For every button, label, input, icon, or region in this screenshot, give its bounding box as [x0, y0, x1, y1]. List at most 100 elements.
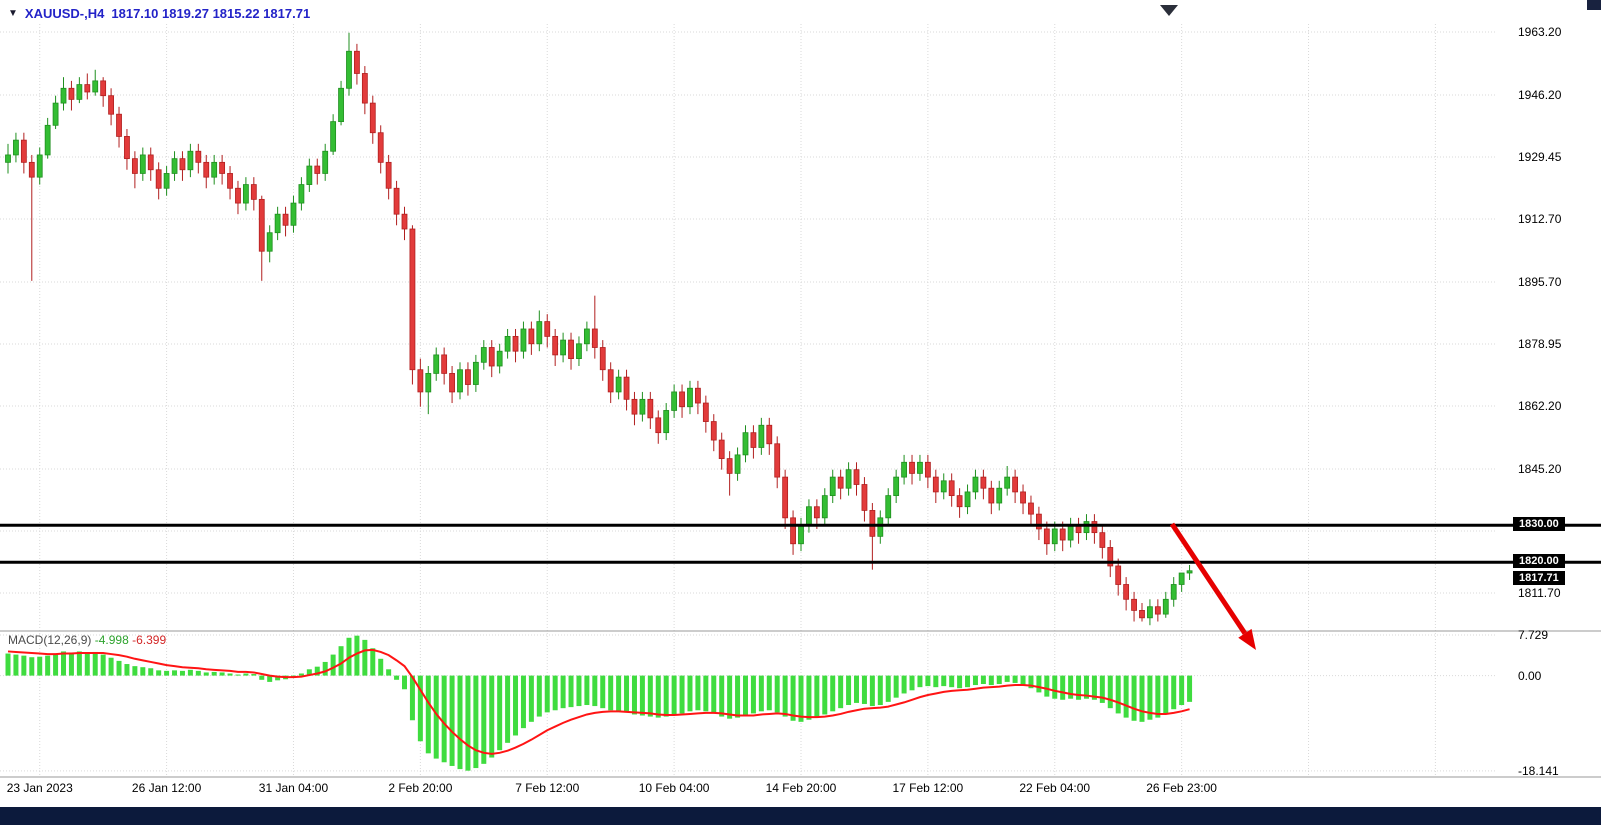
macd-bar: [251, 674, 257, 676]
macd-bar: [972, 675, 978, 686]
macd-bar: [901, 675, 907, 694]
macd-bar: [53, 653, 59, 676]
macd-bar: [917, 675, 923, 688]
time-tick-label: 7 Feb 12:00: [515, 781, 580, 795]
macd-bar: [782, 675, 788, 717]
trend-arrow-head[interactable]: [1238, 628, 1256, 650]
candle-body: [1131, 598, 1137, 611]
grid: [0, 24, 1496, 777]
candle-body: [108, 95, 114, 115]
candle-body: [528, 328, 535, 345]
macd-bar: [1155, 675, 1161, 718]
candle-body: [354, 50, 360, 74]
macd-bar: [624, 675, 630, 713]
macd-bar: [195, 670, 201, 676]
candle-body: [496, 350, 503, 367]
bottom-bar: [0, 807, 1601, 825]
candle-body: [837, 476, 844, 489]
macd-bar: [639, 675, 645, 716]
macd-bar: [306, 669, 312, 676]
macd-bar: [21, 655, 27, 676]
candle-body: [116, 113, 122, 137]
candle-body: [203, 161, 210, 178]
candle-body: [266, 232, 273, 252]
macd-bar: [536, 675, 542, 717]
candle-body: [1147, 606, 1153, 619]
symbol-dropdown-icon[interactable]: ▼: [8, 8, 18, 19]
candle-body: [1012, 476, 1019, 493]
candle-body: [869, 510, 876, 537]
macd-bar: [647, 675, 653, 717]
candle-body: [274, 213, 281, 234]
macd-bar: [473, 675, 479, 769]
candle-body: [766, 424, 773, 445]
macd-bar: [528, 675, 534, 722]
candle-body: [940, 480, 947, 493]
candle-body: [425, 373, 432, 393]
candle-body: [631, 398, 638, 415]
macd-axis[interactable]: 7.729 0.00 -18.141: [1513, 0, 1601, 825]
macd-bar: [148, 668, 154, 676]
macd-bar: [116, 660, 122, 676]
macd-bar: [211, 671, 217, 676]
chart-shift-marker-icon[interactable]: [1160, 5, 1178, 16]
macd-bar: [1115, 675, 1121, 714]
macd-bar: [1012, 675, 1018, 683]
candle-body: [84, 84, 91, 93]
macd-tick-label: 7.729: [1518, 627, 1549, 642]
candle-body: [758, 424, 765, 448]
macd-bar: [1147, 675, 1153, 720]
candle-body: [227, 173, 233, 189]
current-price-badge: 1817.71: [1513, 570, 1565, 585]
macd-bar: [61, 651, 67, 676]
price-line-badge[interactable]: 1820.00: [1513, 554, 1565, 569]
macd-bar: [362, 639, 368, 676]
macd-bar: [465, 675, 471, 771]
macd-bar: [322, 661, 328, 676]
candle-body: [663, 410, 670, 434]
macd-bar: [616, 675, 622, 712]
candle-body: [790, 517, 796, 545]
candle-body: [821, 495, 828, 519]
time-axis[interactable]: 23 Jan 2023 26 Jan 12:00 31 Jan 04:00 2 Feb…: [0, 781, 1601, 801]
candle-body: [322, 150, 329, 174]
candle-body: [576, 343, 582, 360]
macd-bar: [203, 672, 209, 676]
macd-bar: [84, 653, 90, 676]
trend-arrow-line[interactable]: [1169, 522, 1247, 635]
time-tick-label: 26 Jan 12:00: [131, 781, 202, 795]
candle-body: [147, 154, 154, 171]
candle-body: [623, 376, 630, 400]
macd-bar: [663, 675, 669, 717]
candle-body: [924, 461, 931, 478]
macd-bar: [1187, 675, 1193, 702]
macd-bar: [735, 675, 741, 718]
macd-tick-label: -18.141: [1518, 763, 1559, 778]
candle-body: [465, 369, 471, 385]
candle-body: [457, 369, 463, 393]
price-line-badge[interactable]: 1830.00: [1513, 517, 1565, 532]
price-axis[interactable]: 1963.20 1946.20 1929.45 1912.70 1895.70 1878.…: [1513, 0, 1601, 825]
macd-bar: [187, 669, 193, 676]
candle-body: [829, 476, 836, 497]
candle-body: [195, 150, 202, 163]
candle-body: [393, 187, 400, 215]
macd-bar: [37, 656, 43, 676]
candle-body: [171, 158, 178, 174]
macd-bar: [441, 675, 447, 763]
macd-bar: [1107, 675, 1113, 709]
macd-bar: [838, 675, 844, 709]
macd-bar: [172, 670, 178, 676]
candle-body: [369, 102, 376, 134]
candle-body: [1178, 572, 1185, 585]
candle-body: [560, 339, 566, 356]
macd-bar: [854, 675, 860, 703]
candle-body: [1154, 606, 1161, 615]
macd-bar: [338, 646, 344, 676]
macd-bar: [806, 675, 812, 720]
macd-bar: [568, 675, 574, 708]
macd-bar: [314, 666, 320, 676]
macd-bar: [1171, 675, 1177, 710]
macd-bar: [600, 675, 606, 709]
